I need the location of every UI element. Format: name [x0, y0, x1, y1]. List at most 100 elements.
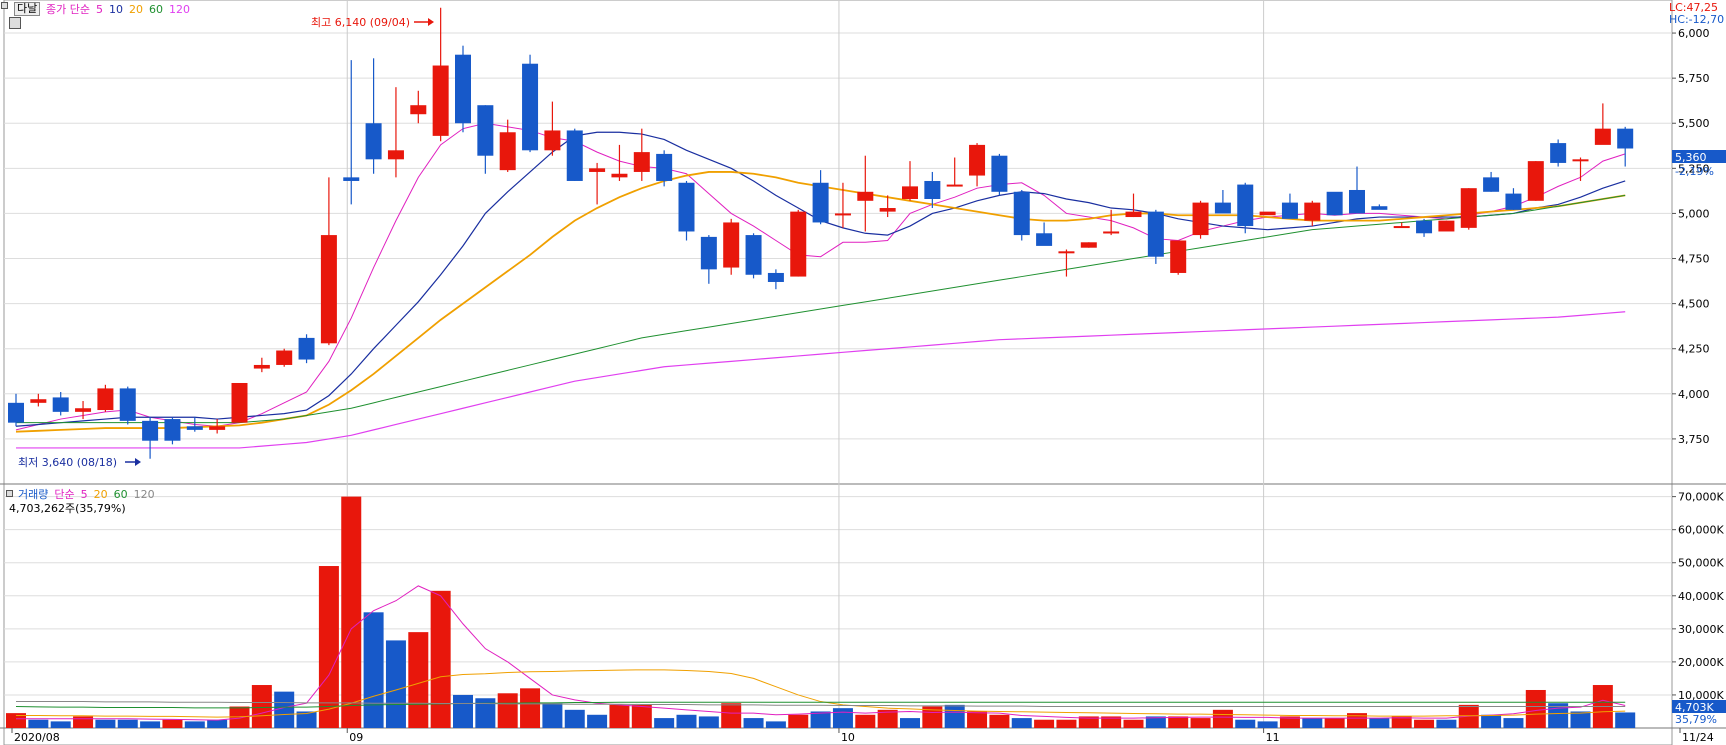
volume-bar: [743, 718, 764, 728]
volume-bar: [1525, 689, 1546, 728]
volume-tick-label: 70,000K: [1678, 491, 1724, 504]
volume-bar: [73, 716, 94, 728]
volume-bar: [1034, 719, 1055, 728]
volume-bar: [1168, 716, 1189, 728]
volume-bar: [944, 704, 965, 728]
volume-bar: [1212, 709, 1233, 728]
candle-body: [790, 211, 807, 277]
current-change: -2,19%: [1675, 165, 1714, 178]
candle-body: [253, 364, 270, 369]
candle-body: [1080, 242, 1097, 248]
current-volume-pct: 35,79%: [1675, 713, 1717, 726]
legend-ma5: 5: [95, 3, 103, 16]
gridlines: [4, 0, 1672, 728]
volume-bar: [587, 714, 608, 728]
candle-body: [1036, 233, 1053, 246]
volume-bar: [430, 590, 451, 728]
candle-body: [1103, 231, 1120, 234]
volume-bar: [1101, 716, 1122, 728]
date-label: 11/24: [1682, 731, 1714, 744]
price-tick-label: 6,000: [1678, 27, 1710, 40]
volume-bar: [1190, 718, 1211, 728]
volume-bar: [207, 719, 228, 728]
legend-ma10: 10: [108, 3, 123, 16]
candle-body: [1460, 188, 1477, 228]
volume-bar: [676, 714, 697, 728]
candle-body: [231, 382, 248, 423]
stock-name-button[interactable]: 다날: [14, 2, 41, 16]
volume-tick-label: 40,000K: [1678, 590, 1724, 603]
candle-body: [30, 399, 47, 403]
candle-body: [1214, 202, 1231, 214]
volume-bar: [1056, 719, 1077, 728]
legend-vol-ma5: 5: [80, 488, 88, 501]
candle-body: [209, 426, 226, 430]
candle-body: [1483, 177, 1500, 192]
candle-body: [186, 426, 203, 430]
high-arrow-head: [428, 18, 434, 26]
volume-bar: [765, 721, 786, 728]
price-ma120-line: [16, 311, 1626, 449]
plot-border: [3, 0, 1673, 745]
legend-vol-simple: 단순: [54, 488, 75, 501]
low-annotation: 최저 3,640 (08/18): [18, 456, 117, 469]
date-label: 09: [349, 731, 363, 744]
legend-ma-title: 종가 단순: [46, 3, 90, 16]
candle-body: [320, 235, 337, 344]
candle-body: [1326, 191, 1343, 216]
candle-body: [1058, 251, 1075, 254]
candle-body: [276, 350, 293, 365]
price-tick-label: 4,750: [1678, 253, 1710, 266]
volume-bar: [1548, 703, 1569, 728]
volume-bar: [28, 719, 49, 728]
candle-body: [1125, 211, 1142, 218]
candle-body: [991, 155, 1008, 192]
legend-ma60: 60: [148, 3, 163, 16]
volume-bar: [453, 694, 473, 728]
legend-vol-ma120: 120: [133, 488, 155, 501]
volume-bar: [475, 698, 496, 728]
current-price: 5,360: [1675, 151, 1707, 164]
right-info: LC:47,25 HC:-12,70: [1669, 1, 1724, 26]
candle-body: [119, 388, 136, 421]
volume-bar: [1414, 719, 1435, 728]
legend-vol-ma20: 20: [93, 488, 108, 501]
volume-bar: [296, 711, 317, 728]
candle-body: [1304, 202, 1321, 221]
candle-body: [477, 105, 494, 156]
price-tick-label: 4,250: [1678, 343, 1710, 356]
volume-bar: [1347, 713, 1367, 728]
volume-bar: [1570, 711, 1591, 728]
candlesticks[interactable]: [8, 7, 1634, 459]
candle-body: [8, 402, 24, 423]
candle-body: [589, 168, 606, 172]
candle-body: [656, 153, 673, 181]
candle-body: [298, 337, 315, 360]
axes: 3,750 4,000 4,250 4,500 4,750 5,000 5,250 5,500…: [11, 27, 1724, 744]
price-legend: 종가 단순 5 10 20 60 120: [46, 1, 196, 17]
volume-bar: [989, 714, 1010, 728]
candle-body: [522, 63, 539, 151]
candle-body: [499, 132, 516, 171]
candle-body: [544, 130, 561, 151]
settings-square-icon[interactable]: [1, 2, 8, 9]
current-volume: 4,703K: [1675, 701, 1714, 714]
volume-bar: [631, 704, 652, 728]
price-tick-label: 5,000: [1678, 207, 1710, 220]
volume-moving-averages: [15, 585, 1626, 721]
volume-tick-label: 60,000K: [1678, 524, 1724, 537]
price-ma60-line: [16, 194, 1626, 424]
candle-body: [455, 54, 471, 124]
volume-settings-icon[interactable]: [6, 490, 13, 497]
price-tick-label: 5,250: [1678, 162, 1710, 175]
volume-bar: [1369, 718, 1390, 728]
volume-bar: [497, 693, 518, 728]
volume-bar: [408, 632, 429, 728]
volume-bar: [1235, 719, 1256, 728]
candle-body: [387, 150, 404, 160]
calculator-icon[interactable]: [9, 17, 21, 29]
candle-body: [566, 130, 583, 181]
candle-body: [1572, 159, 1589, 162]
